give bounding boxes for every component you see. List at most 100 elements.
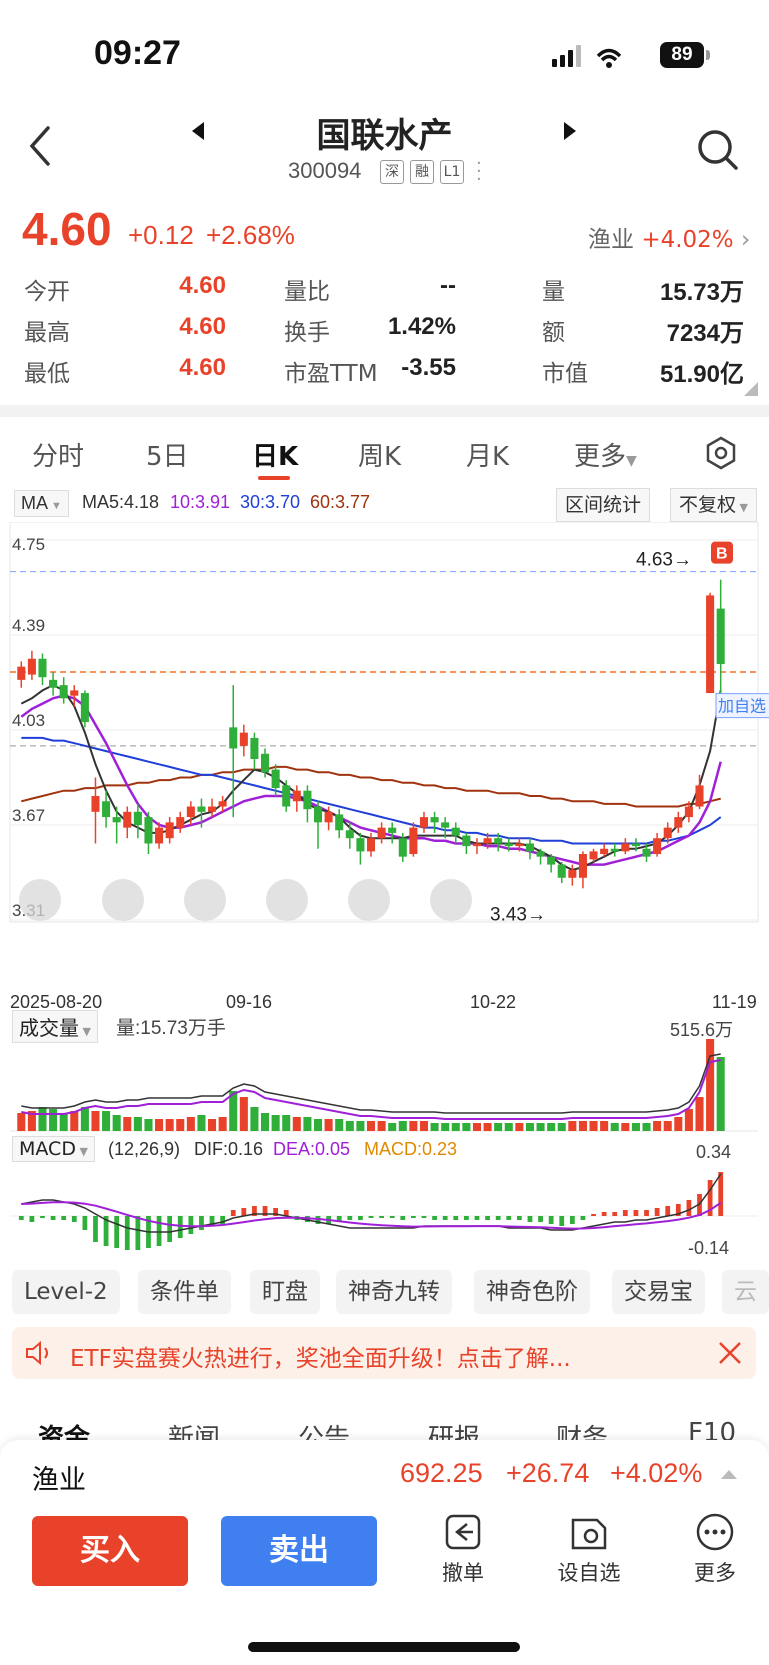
volume-bar: [239, 1097, 248, 1131]
macd-params: (12,26,9): [108, 1139, 181, 1159]
candle: [663, 822, 672, 844]
tab-daily-k[interactable]: 日K: [252, 442, 299, 472]
promo-banner[interactable]: ETF实盘赛火热进行，奖池全面升级！点击了解...: [12, 1327, 756, 1379]
ma30-value: 30:3.70: [240, 492, 301, 512]
chip-level2[interactable]: Level-2: [12, 1270, 120, 1314]
volume-bar: [642, 1123, 651, 1131]
cancel-order-icon: [445, 1514, 481, 1550]
chip-trade-bao[interactable]: 交易宝: [612, 1270, 705, 1314]
volume-selector[interactable]: 成交量 ▼: [12, 1010, 98, 1043]
close-icon[interactable]: [716, 1339, 744, 1367]
tab-indicator: [258, 476, 290, 480]
ma-selector[interactable]: MA ▼: [14, 490, 69, 517]
chip-watch[interactable]: 盯盘: [250, 1270, 320, 1314]
kline-chart[interactable]: 4.754.394.033.673.314.63→3.43→B加自选2025-0…: [0, 522, 769, 1010]
candle: [366, 832, 376, 857]
volume-bar: [472, 1123, 481, 1131]
cancel-order-button[interactable]: 撤单: [423, 1512, 503, 1587]
candle-body: [239, 732, 248, 746]
candle-body: [38, 658, 47, 678]
tab-monthly-k[interactable]: 月K: [466, 442, 510, 472]
sector-name[interactable]: 渔业: [32, 1465, 86, 1496]
volume-bar: [398, 1121, 407, 1131]
candle-body: [557, 864, 566, 878]
candle: [504, 838, 513, 852]
y-tick-label: 3.67: [12, 806, 45, 825]
candle-body: [123, 811, 132, 828]
sector-change: +26.74: [506, 1458, 590, 1488]
next-stock-icon[interactable]: [562, 120, 578, 142]
volume-bar: [250, 1107, 259, 1131]
volume-bar: [38, 1107, 47, 1131]
chart-control-button: [430, 879, 472, 921]
max-label: 4.63→: [636, 550, 692, 571]
candle: [155, 822, 164, 849]
dropdown-icon: ▼: [626, 453, 637, 469]
tag-rong: 融: [410, 160, 434, 184]
tab-fenshi[interactable]: 分时: [32, 442, 85, 472]
chip-cloud[interactable]: 云: [722, 1270, 769, 1314]
volume-bar: [186, 1117, 195, 1131]
fq-button[interactable]: 不复权 ▼: [670, 488, 757, 522]
candle-body: [229, 727, 238, 749]
macd-top: 0.34: [696, 1142, 732, 1162]
add-watch-button[interactable]: 设自选: [549, 1512, 629, 1587]
macd-dif: DIF:0.16: [194, 1139, 264, 1159]
buy-marker-bg: [711, 541, 733, 564]
candle-body: [165, 822, 174, 839]
industry-link[interactable]: 渔业 +4.02% ›: [588, 220, 750, 254]
candle: [674, 811, 683, 833]
chip-color-scale[interactable]: 神奇色阶: [474, 1270, 590, 1314]
chip-nine-turn[interactable]: 神奇九转: [336, 1270, 452, 1314]
candle: [292, 785, 301, 812]
candle-body: [642, 848, 651, 857]
candle: [133, 803, 142, 839]
candle-body: [208, 806, 217, 812]
candle-body: [59, 685, 68, 699]
search-icon[interactable]: [696, 128, 740, 172]
tab-more[interactable]: 更多▼: [574, 442, 637, 472]
volume-bar: [271, 1115, 280, 1131]
candle: [218, 795, 227, 812]
status-time: 09:27: [94, 34, 181, 72]
candle-body: [610, 848, 619, 852]
expand-corner-icon[interactable]: [744, 382, 758, 396]
range-stats-button[interactable]: 区间统计: [556, 488, 651, 522]
candle-body: [112, 817, 121, 823]
volume-chart[interactable]: [0, 1036, 769, 1132]
macd-chart[interactable]: [0, 1160, 769, 1260]
macd-selector[interactable]: MACD ▼: [12, 1136, 95, 1162]
volume-bar: [388, 1123, 397, 1131]
candle: [313, 801, 323, 849]
buy-marker: B: [716, 546, 728, 563]
sector-pct: +4.02%: [610, 1458, 703, 1488]
candle: [271, 764, 280, 796]
back-icon[interactable]: [26, 124, 56, 168]
home-indicator[interactable]: [248, 1642, 520, 1652]
candle: [17, 661, 26, 688]
volume-bar: [218, 1117, 227, 1131]
chevron-up-icon[interactable]: [720, 1468, 738, 1480]
chart-control-button: [102, 879, 144, 921]
settings-hex-icon[interactable]: [704, 436, 738, 470]
volume-bar: [536, 1123, 545, 1131]
more-dots-icon[interactable]: · · ·: [476, 153, 482, 190]
candle-body: [419, 817, 429, 828]
tab-5day[interactable]: 5日: [146, 442, 189, 472]
prev-stock-icon[interactable]: [190, 120, 206, 142]
buy-button[interactable]: 买入: [32, 1516, 188, 1586]
candle-body: [578, 854, 587, 878]
candle: [716, 579, 725, 712]
volume-bar: [631, 1123, 640, 1131]
industry-pct: +4.02%: [641, 227, 734, 253]
tab-weekly-k[interactable]: 周K: [358, 442, 402, 472]
candle-body: [313, 806, 323, 823]
candle: [494, 832, 503, 852]
sell-button[interactable]: 卖出: [221, 1516, 377, 1586]
more-button[interactable]: 更多: [675, 1512, 755, 1587]
stat-label: 换手: [284, 320, 330, 346]
add-watch-bg: [715, 693, 769, 719]
volume-bar: [419, 1121, 429, 1131]
chip-condition-order[interactable]: 条件单: [138, 1270, 231, 1314]
ma5-value: MA5:4.18: [82, 492, 160, 512]
